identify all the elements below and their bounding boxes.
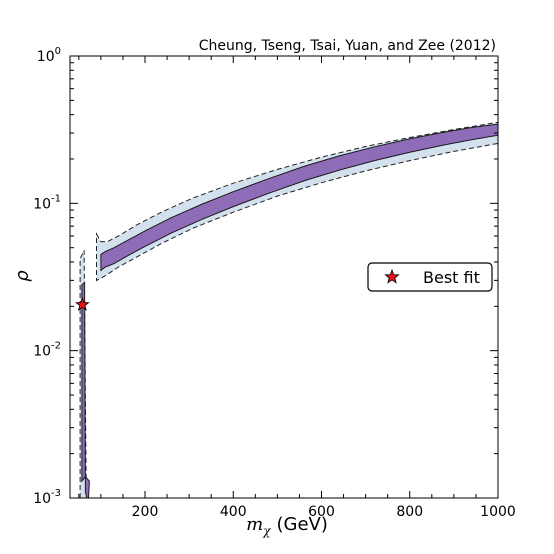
region-68-cl-band: [100, 123, 498, 272]
plot-area: [69, 55, 499, 499]
x-tick-label: 600: [308, 504, 335, 520]
region-68-cl-vertical: [81, 281, 90, 498]
x-axis-unit: (GeV): [276, 514, 327, 535]
y-tick-label: 100: [37, 46, 61, 65]
confidence-regions: [79, 121, 498, 498]
region-68-cl: [81, 123, 498, 498]
region-95-cl-band: [96, 121, 498, 282]
legend-star: [384, 268, 400, 284]
annotation-text: Cheung, Tseng, Tsai, Yuan, and Zee (2012…: [199, 38, 496, 54]
legend-box: [367, 262, 493, 292]
best-fit-marker: [75, 297, 90, 311]
axis-ticks: [70, 55, 499, 499]
axes-frame: [69, 55, 499, 499]
y-tick-label: 10-3: [33, 488, 61, 507]
x-axis-subscript: χ: [262, 524, 271, 538]
y-axis-title: ρ: [12, 270, 33, 282]
x-tick-label: 400: [220, 504, 247, 520]
y-tick-label: 10-1: [33, 193, 61, 212]
x-axis-title: mχ (GeV): [246, 514, 328, 538]
x-tick-label: 200: [132, 504, 159, 520]
x-tick-label: 800: [396, 504, 423, 520]
legend-star-icon: [384, 268, 400, 284]
y-tick-label: 10-2: [33, 341, 61, 360]
best-fit-star: [75, 297, 90, 311]
x-tick-label: 1000: [480, 504, 516, 520]
legend: Best fit: [367, 262, 493, 292]
svg-text:mχ(GeV): mχ (GeV): [246, 514, 328, 538]
x-axis-symbol: m: [246, 514, 263, 535]
legend-label: Best fit: [423, 268, 480, 287]
